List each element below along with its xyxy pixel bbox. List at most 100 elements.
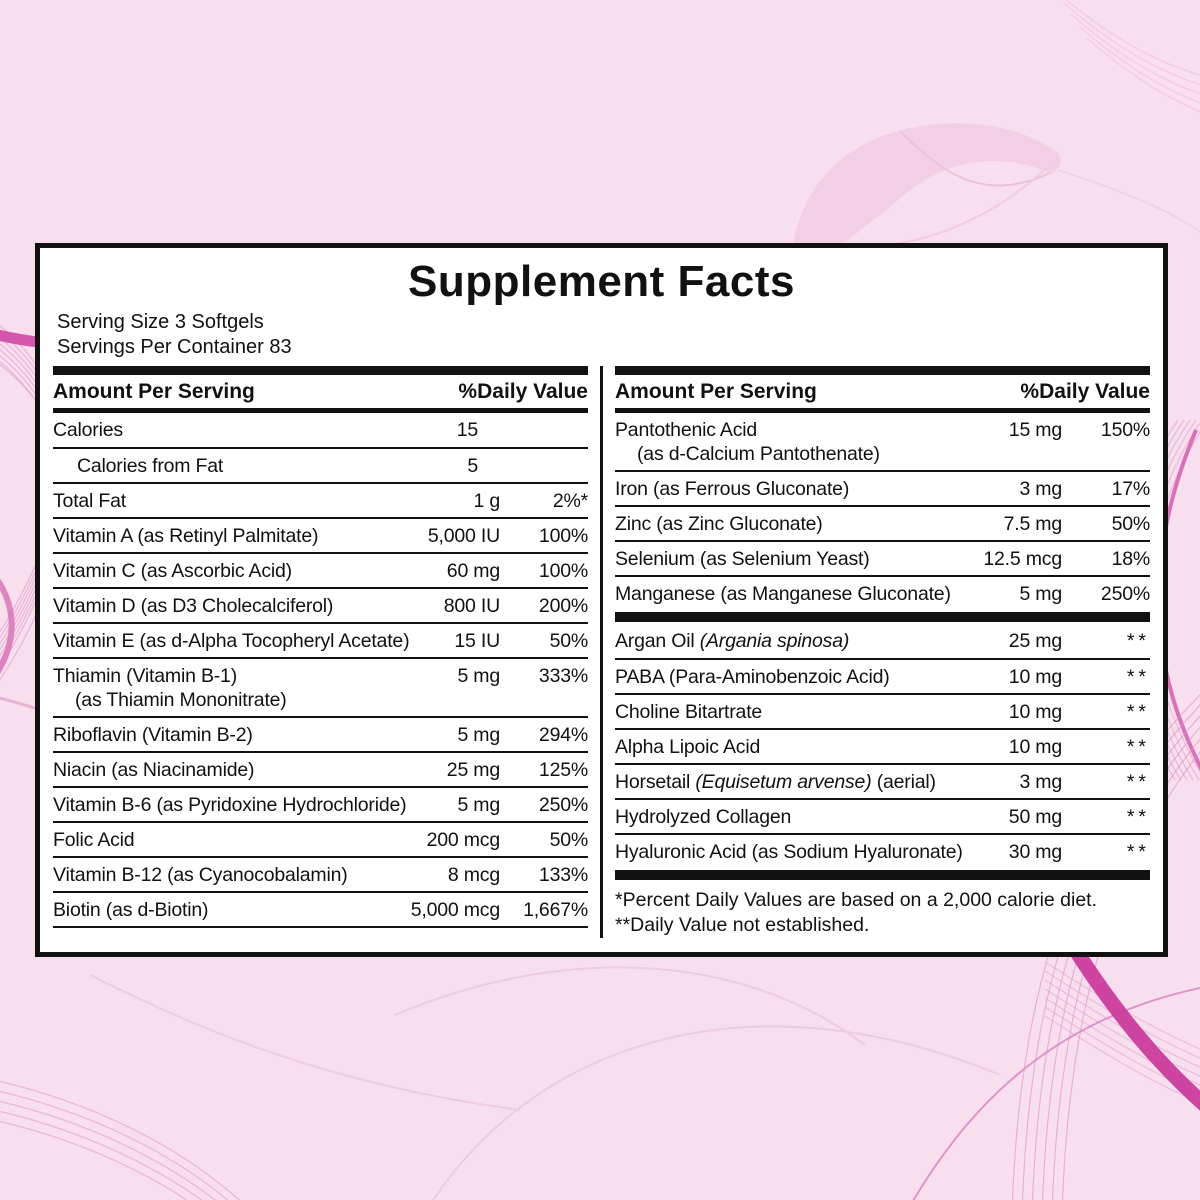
nutrient-amount: 15: [456, 419, 478, 441]
section-divider-bar: [615, 612, 1150, 622]
nutrient-amount: 5 mg: [457, 794, 500, 816]
nutrient-row: Calories from Fat 5: [53, 447, 588, 482]
nutrient-name: Alpha Lipoic Acid: [615, 736, 761, 758]
nutrient-row: Riboflavin (Vitamin B-2) 5 mg 294%: [53, 716, 588, 751]
header-medium-rule: [615, 408, 1150, 413]
nutrient-row: Choline Bitartrate 10 mg **: [615, 693, 1150, 728]
nutrient-row: Biotin (as d-Biotin) 5,000 mcg 1,667%: [53, 891, 588, 926]
supplement-facts-panel: Supplement Facts Serving Size 3 Softgels…: [35, 243, 1168, 957]
nutrient-row: Manganese (as Manganese Gluconate) 5 mg 25…: [615, 575, 1150, 610]
nutrient-daily-value: 17%: [1111, 478, 1151, 500]
nutrient-name: Zinc (as Zinc Gluconate): [615, 513, 823, 535]
nutrient-row: Selenium (as Selenium Yeast) 12.5 mcg 18%: [615, 540, 1150, 575]
nutrient-daily-value: 250%: [1100, 583, 1150, 605]
nutrient-row: Vitamin E (as d-Alpha Tocopheryl Acetate…: [53, 622, 588, 657]
nutrient-amount: 5: [467, 455, 478, 477]
nutrient-amount: 5 mg: [457, 724, 500, 746]
nutrient-name: Pantothenic Acid (as d-Calcium Pantothena…: [615, 419, 880, 465]
footnote-not-established: **Daily Value not established.: [615, 914, 870, 936]
nutrient-name: Manganese (as Manganese Gluconate): [615, 583, 951, 605]
serving-size: Serving Size 3 Softgels: [57, 311, 264, 333]
nutrient-daily-value: **: [1126, 841, 1150, 863]
nutrient-name: Riboflavin (Vitamin B-2): [53, 724, 253, 746]
nutrient-name: Thiamin (Vitamin B-1) (as Thiamin Mononit…: [53, 665, 287, 711]
serving-info: Serving Size 3 Softgels Servings Per Con…: [57, 310, 1146, 360]
nutrient-name: Vitamin D (as D3 Cholecalciferol): [53, 595, 334, 617]
footnotes: *Percent Daily Values are based on a 2,0…: [615, 882, 1150, 938]
nutrient-name: Niacin (as Niacinamide): [53, 759, 255, 781]
daily-value-label: %Daily Value: [1020, 380, 1150, 403]
nutrient-row: PABA (Para-Aminobenzoic Acid) 10 mg **: [615, 658, 1150, 693]
nutrient-daily-value: 294%: [538, 724, 588, 746]
nutrient-amount: 200 mcg: [426, 829, 501, 851]
nutrient-amount: 10 mg: [1008, 701, 1062, 723]
nutrient-name: Calories: [53, 419, 123, 441]
nutrient-amount: 15 mg: [1008, 419, 1062, 441]
header-thick-rule: [53, 366, 588, 375]
nutrient-row: Vitamin B-12 (as Cyanocobalamin) 8 mcg 133…: [53, 856, 588, 891]
nutrient-amount: 5 mg: [1019, 583, 1062, 605]
panel-title: Supplement Facts: [408, 257, 795, 306]
nutrient-amount: 15 IU: [454, 630, 500, 652]
nutrient-amount: 5,000 IU: [427, 525, 500, 547]
nutrient-daily-value: **: [1126, 701, 1150, 723]
nutrient-daily-value: 50%: [549, 829, 589, 851]
nutrient-row: Vitamin D (as D3 Cholecalciferol) 800 IU 2…: [53, 587, 588, 622]
nutrient-amount: 10 mg: [1008, 736, 1062, 758]
nutrient-daily-value: 133%: [538, 864, 588, 886]
nutrient-row: Alpha Lipoic Acid 10 mg **: [615, 728, 1150, 763]
nutrient-name: Biotin (as d-Biotin): [53, 899, 209, 921]
nutrient-daily-value: 200%: [538, 595, 588, 617]
left-column-header: Amount Per Serving %Daily Value: [53, 375, 588, 408]
nutrient-amount: 8 mcg: [447, 864, 500, 886]
nutrient-row: Vitamin B-6 (as Pyridoxine Hydrochloride…: [53, 786, 588, 821]
right-nutrient-rows-botanicals: Argan Oil (Argania spinosa) 25 mg ** PABA (…: [615, 624, 1150, 868]
nutrient-amount: 5 mg: [457, 665, 500, 687]
nutrient-row: Total Fat 1 g 2%*: [53, 482, 588, 517]
nutrient-name: Argan Oil (Argania spinosa): [615, 630, 850, 652]
nutrient-name: Iron (as Ferrous Gluconate): [615, 478, 850, 500]
nutrient-name: Vitamin E (as d-Alpha Tocopheryl Acetate…: [53, 630, 410, 652]
nutrient-amount: 30 mg: [1008, 841, 1062, 863]
nutrient-name: Choline Bitartrate: [615, 701, 763, 723]
nutrient-daily-value: **: [1126, 806, 1150, 828]
nutrient-name: Vitamin B-12 (as Cyanocobalamin): [53, 864, 348, 886]
nutrient-daily-value: 50%: [549, 630, 589, 652]
nutrient-daily-value: 333%: [538, 665, 588, 687]
nutrient-name: PABA (Para-Aminobenzoic Acid): [615, 666, 890, 688]
nutrient-daily-value: **: [1126, 630, 1150, 652]
amount-per-serving-label: Amount Per Serving: [53, 380, 255, 403]
nutrient-row: Zinc (as Zinc Gluconate) 7.5 mg 50%: [615, 505, 1150, 540]
section-divider-bar: [615, 870, 1150, 880]
nutrient-row: Thiamin (Vitamin B-1) (as Thiamin Mononit…: [53, 657, 588, 716]
nutrient-amount: 1 g: [473, 490, 500, 512]
nutrient-row: Iron (as Ferrous Gluconate) 3 mg 17%: [615, 470, 1150, 505]
nutrient-name: Horsetail (Equisetum arvense) (aerial): [615, 771, 936, 793]
nutrient-daily-value: 250%: [538, 794, 588, 816]
nutrient-amount: 12.5 mcg: [983, 548, 1062, 570]
nutrient-row: Hyaluronic Acid (as Sodium Hyaluronate) 3…: [615, 833, 1150, 868]
nutrient-amount: 25 mg: [1008, 630, 1062, 652]
nutrient-row: Folic Acid 200 mcg 50%: [53, 821, 588, 856]
nutrient-daily-value: 150%: [1100, 419, 1150, 441]
header-thick-rule: [615, 366, 1150, 375]
right-nutrient-rows-minerals: Pantothenic Acid (as d-Calcium Pantothena…: [615, 413, 1150, 610]
nutrient-row: Vitamin A (as Retinyl Palmitate) 5,000 IU…: [53, 517, 588, 552]
nutrient-name: Total Fat: [53, 490, 126, 512]
nutrient-daily-value: 125%: [538, 759, 588, 781]
right-column-header: Amount Per Serving %Daily Value: [615, 375, 1150, 408]
nutrient-name: Selenium (as Selenium Yeast): [615, 548, 870, 570]
servings-per-container: Servings Per Container 83: [57, 336, 292, 358]
nutrient-row: Hydrolyzed Collagen 50 mg **: [615, 798, 1150, 833]
nutrient-name: Hyaluronic Acid (as Sodium Hyaluronate): [615, 841, 963, 863]
nutrient-daily-value: **: [1126, 666, 1150, 688]
nutrient-amount: 800 IU: [443, 595, 500, 617]
right-column: Amount Per Serving %Daily Value Pantothe…: [600, 366, 1150, 938]
nutrient-row: Niacin (as Niacinamide) 25 mg 125%: [53, 751, 588, 786]
daily-value-label: %Daily Value: [458, 380, 588, 403]
nutrient-row: Horsetail (Equisetum arvense) (aerial) 3 …: [615, 763, 1150, 798]
nutrient-name: Hydrolyzed Collagen: [615, 806, 792, 828]
nutrient-daily-value: 100%: [538, 560, 588, 582]
nutrient-name: Vitamin B-6 (as Pyridoxine Hydrochloride…: [53, 794, 407, 816]
nutrient-amount: 60 mg: [446, 560, 500, 582]
